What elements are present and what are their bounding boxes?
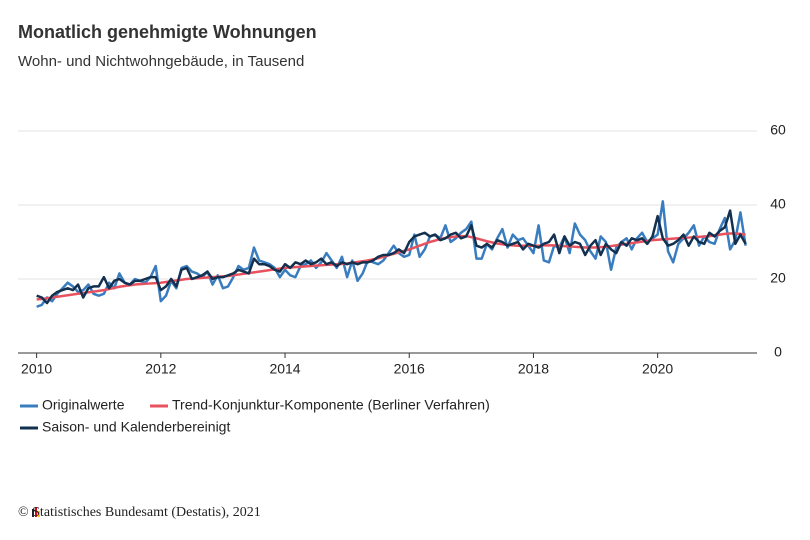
series-line <box>36 209 747 305</box>
chart-subtitle: Wohn- und Nichtwohngebäude, in Tausend <box>18 53 304 70</box>
series-line <box>36 200 747 308</box>
x-tick-label: 2016 <box>394 361 425 377</box>
x-tick-label: 2020 <box>642 361 673 377</box>
legend-label: Trend-Konjunktur-Komponente (Berliner Ve… <box>172 397 490 413</box>
x-tick-label: 2014 <box>269 361 300 377</box>
y-tick-label: 20 <box>770 270 786 286</box>
logo <box>32 507 40 517</box>
source: © Statistisches Bundesamt (Destatis), 20… <box>18 505 261 520</box>
chart-title: Monatlich genehmigte Wohnungen <box>18 22 317 42</box>
x-tick-label: 2010 <box>21 361 52 377</box>
y-tick-label: 60 <box>770 122 786 138</box>
legend-label: Originalwerte <box>42 397 125 413</box>
y-tick-label: 0 <box>774 344 782 360</box>
x-tick-label: 2012 <box>145 361 176 377</box>
y-tick-label: 40 <box>770 196 786 212</box>
legend-label: Saison- und Kalenderbereinigt <box>42 419 230 435</box>
series-line <box>36 232 746 301</box>
x-tick-label: 2018 <box>518 361 549 377</box>
